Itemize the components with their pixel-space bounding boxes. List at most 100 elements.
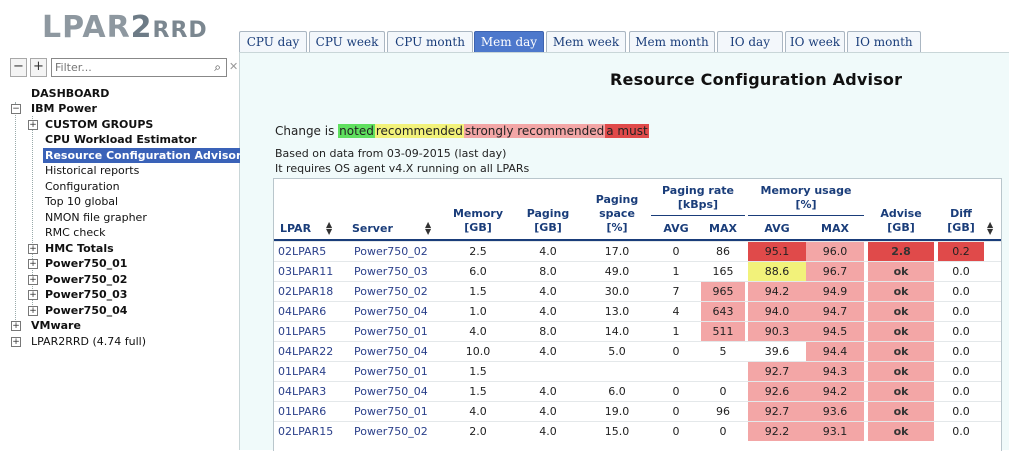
tree-item-hmc-totals[interactable]: HMC Totals bbox=[45, 242, 114, 255]
header-advise[interactable]: Advise [GB] bbox=[868, 207, 934, 235]
cell-umax: 94.5 bbox=[806, 322, 864, 341]
clear-filter-icon[interactable]: ✕ bbox=[229, 60, 239, 73]
cell-lpar[interactable]: 04LPAR22 bbox=[278, 345, 334, 358]
cell-server[interactable]: Power750_03 bbox=[354, 265, 428, 278]
tree-item-historical-reports[interactable]: Historical reports bbox=[45, 164, 140, 177]
cell-space: 14.0 bbox=[604, 325, 630, 338]
tab-mem-month[interactable]: Mem month bbox=[629, 31, 715, 52]
cell-mem: 4.0 bbox=[469, 325, 487, 338]
cell-lpar[interactable]: 02LPAR15 bbox=[278, 425, 334, 438]
tab-io-week[interactable]: IO week bbox=[785, 31, 845, 52]
data-period-info: Based on data from 03-09-2015 (last day) bbox=[275, 147, 507, 160]
header-diff-unit: [GB] bbox=[947, 221, 975, 234]
cell-umax: 96.7 bbox=[806, 262, 864, 281]
sort-icon[interactable]: ▲ ▼ bbox=[425, 220, 432, 236]
cell-lpar[interactable]: 04LPAR3 bbox=[278, 385, 327, 398]
filter-input[interactable] bbox=[52, 59, 198, 76]
expand-icon[interactable]: + bbox=[28, 290, 38, 300]
expand-icon[interactable]: + bbox=[28, 259, 38, 269]
search-icon[interactable]: ⌕ bbox=[214, 60, 221, 74]
header-memory[interactable]: Memory [GB] bbox=[446, 207, 510, 235]
expand-icon[interactable]: + bbox=[28, 120, 38, 130]
expand-icon[interactable]: + bbox=[28, 306, 38, 316]
header-paging-unit: [GB] bbox=[534, 221, 562, 234]
table-row: 04LPAR6 Power750_04 1.0 4.0 13.0 4 643 94.0 94.7… bbox=[274, 301, 1001, 321]
cell-space: 15.0 bbox=[604, 425, 630, 438]
tree-item-nmon-file-grapher[interactable]: NMON file grapher bbox=[45, 211, 147, 224]
tree-item-configuration[interactable]: Configuration bbox=[45, 180, 120, 193]
cell-server[interactable]: Power750_01 bbox=[354, 325, 428, 338]
sort-icon[interactable]: ▲ ▼ bbox=[987, 220, 994, 236]
tree-item-ibm-power[interactable]: IBM Power bbox=[31, 102, 97, 115]
cell-lpar[interactable]: 01LPAR5 bbox=[278, 325, 327, 338]
header-diff[interactable]: Diff [GB] bbox=[938, 207, 984, 235]
cell-pavg bbox=[651, 362, 701, 381]
cell-server[interactable]: Power750_02 bbox=[354, 285, 428, 298]
cell-diff: 0.0 bbox=[952, 265, 970, 278]
cell-lpar[interactable]: 02LPAR5 bbox=[278, 245, 327, 258]
tree-item-rmc-check[interactable]: RMC check bbox=[45, 226, 106, 239]
cell-lpar[interactable]: 01LPAR6 bbox=[278, 405, 327, 418]
tree-item-top-10-global[interactable]: Top 10 global bbox=[45, 195, 119, 208]
tree-item-lpar2rrd-version[interactable]: LPAR2RRD (4.74 full) bbox=[31, 335, 147, 348]
tab-cpu-month[interactable]: CPU month bbox=[387, 31, 473, 52]
lpar2rrd-logo[interactable]: LPAR2RRD bbox=[42, 10, 208, 45]
tree-item-power750-03[interactable]: Power750_03 bbox=[45, 288, 128, 301]
cell-server[interactable]: Power750_02 bbox=[354, 245, 428, 258]
cell-lpar[interactable]: 04LPAR6 bbox=[278, 305, 327, 318]
cell-umax: 94.2 bbox=[806, 382, 864, 401]
cell-server[interactable]: Power750_01 bbox=[354, 365, 428, 378]
tree-item-custom-groups[interactable]: CUSTOM GROUPS bbox=[45, 118, 154, 131]
cell-uavg: 94.0 bbox=[748, 302, 806, 321]
cell-umax: 94.3 bbox=[806, 362, 864, 381]
agent-requirement-info: It requires OS agent v4.X running on all… bbox=[275, 162, 530, 175]
tree-item-resource-configuration-advisor[interactable]: Resource Configuration Advisor bbox=[43, 148, 244, 163]
cell-advise: ok bbox=[868, 282, 934, 301]
tab-cpu-week[interactable]: CPU week bbox=[309, 31, 385, 52]
tree-item-vmware[interactable]: VMware bbox=[31, 319, 81, 332]
cell-advise: ok bbox=[868, 422, 934, 441]
cell-server[interactable]: Power750_04 bbox=[354, 305, 428, 318]
cell-pavg: 0 bbox=[672, 405, 680, 418]
tab-mem-day[interactable]: Mem day bbox=[474, 31, 544, 52]
cell-server[interactable]: Power750_04 bbox=[354, 345, 428, 358]
tree-item-cpu-workload-estimator[interactable]: CPU Workload Estimator bbox=[45, 133, 197, 146]
expand-icon[interactable]: + bbox=[28, 244, 38, 254]
tab-cpu-day[interactable]: CPU day bbox=[239, 31, 307, 52]
expand-icon[interactable]: + bbox=[28, 275, 38, 285]
header-paging[interactable]: Paging [GB] bbox=[514, 207, 582, 235]
tab-io-day[interactable]: IO day bbox=[717, 31, 783, 52]
header-server[interactable]: Server bbox=[352, 222, 393, 235]
expand-all-button[interactable]: + bbox=[30, 58, 47, 77]
header-paging-rate-max[interactable]: MAX bbox=[709, 222, 737, 235]
header-paging-space[interactable]: Paging space [%] bbox=[586, 193, 648, 235]
cell-lpar[interactable]: 02LPAR18 bbox=[278, 285, 334, 298]
cell-lpar[interactable]: 01LPAR4 bbox=[278, 365, 327, 378]
tab-io-month[interactable]: IO month bbox=[847, 31, 921, 52]
cell-uavg: 92.7 bbox=[748, 402, 806, 421]
cell-server[interactable]: Power750_04 bbox=[354, 385, 428, 398]
cell-server[interactable]: Power750_01 bbox=[354, 405, 428, 418]
tree-item-power750-04[interactable]: Power750_04 bbox=[45, 304, 128, 317]
tree-item-power750-02[interactable]: Power750_02 bbox=[45, 273, 128, 286]
header-paging-rate-unit: [kBps] bbox=[677, 198, 719, 211]
cell-lpar[interactable]: 03LPAR11 bbox=[278, 265, 334, 278]
header-memory-usage-avg[interactable]: AVG bbox=[764, 222, 790, 235]
collapse-icon[interactable]: − bbox=[11, 104, 21, 114]
tree-item-power750-01[interactable]: Power750_01 bbox=[45, 257, 128, 270]
collapse-all-button[interactable]: − bbox=[10, 58, 27, 77]
expand-icon[interactable]: + bbox=[11, 337, 21, 347]
header-lpar[interactable]: LPAR bbox=[280, 222, 312, 235]
sort-icon[interactable]: ▲ ▼ bbox=[326, 220, 333, 236]
header-memory-usage-max[interactable]: MAX bbox=[821, 222, 849, 235]
expand-icon[interactable]: + bbox=[11, 321, 21, 331]
cell-umax: 94.9 bbox=[806, 282, 864, 301]
cell-server[interactable]: Power750_02 bbox=[354, 425, 428, 438]
tree-item-dashboard[interactable]: DASHBOARD bbox=[31, 87, 110, 100]
cell-paging bbox=[514, 362, 582, 381]
header-paging-rate-avg[interactable]: AVG bbox=[663, 222, 689, 235]
header-diff-label: Diff bbox=[950, 207, 972, 220]
header-paging-space-unit: [%] bbox=[606, 221, 628, 234]
table-row: 01LPAR5 Power750_01 4.0 8.0 14.0 1 511 90.3 94.5… bbox=[274, 321, 1001, 341]
tab-mem-week[interactable]: Mem week bbox=[546, 31, 626, 52]
